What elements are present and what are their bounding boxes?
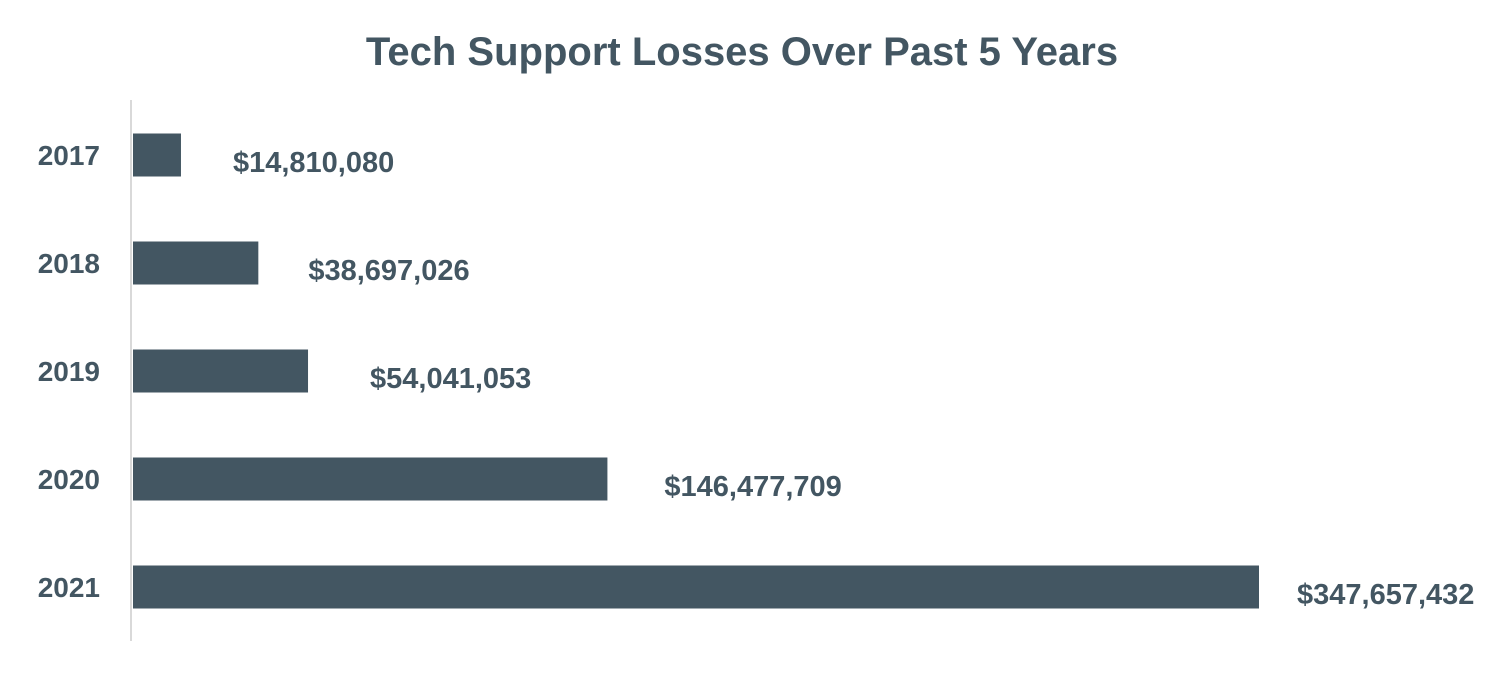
chart-title: Tech Support Losses Over Past 5 Years <box>366 30 1118 74</box>
bar-2017 <box>133 133 181 177</box>
y-tick-label: 2021 <box>38 572 100 603</box>
y-tick-label: 2017 <box>38 140 100 171</box>
y-tick-label: 2019 <box>38 356 100 387</box>
bar-2021 <box>133 565 1259 609</box>
y-tick-labels: 2017 2018 2019 2020 2021 <box>38 140 100 603</box>
bar-2019 <box>133 349 309 393</box>
y-tick-label: 2020 <box>38 464 100 495</box>
data-label: $54,041,053 <box>370 363 531 395</box>
data-label: $14,810,080 <box>233 147 394 179</box>
bar-2018 <box>133 241 259 285</box>
data-label: $146,477,709 <box>664 471 841 503</box>
data-label: $38,697,026 <box>308 255 469 287</box>
bar-2020 <box>133 457 608 501</box>
data-labels-group: $14,810,080 $38,697,026 $54,041,053 $146,47… <box>233 147 1474 611</box>
bars-group <box>133 133 1259 609</box>
y-tick-label: 2018 <box>38 248 100 279</box>
data-label: $347,657,432 <box>1297 579 1474 611</box>
